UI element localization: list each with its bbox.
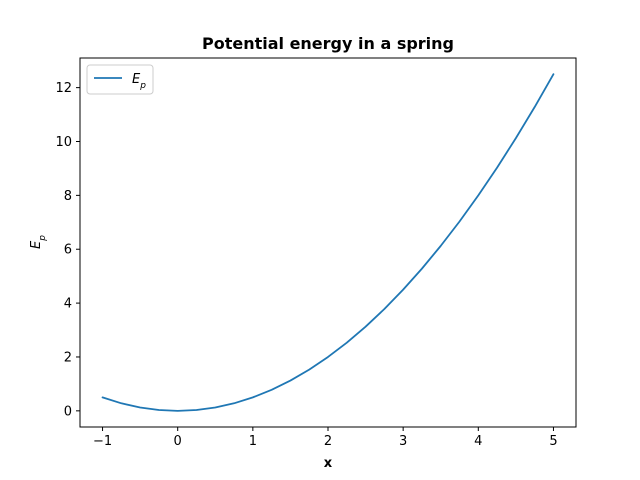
x-tick-label: 4 [474,434,482,449]
x-tick-label: 1 [249,434,257,449]
series-layer [101,73,555,412]
plot-area [79,57,577,428]
legend-box [86,64,154,95]
x-tick-label: −1 [93,434,112,449]
y-tick-label: 10 [55,135,72,150]
x-axis: −1 0 1 2 3 4 5 [93,427,558,449]
x-axis-label: x [324,456,333,471]
legend-entry-ep: Ep [132,72,146,91]
chart-title: Potential energy in a spring [202,34,454,53]
y-axis: 0 2 4 6 8 10 12 [55,81,80,419]
series-line-ep [101,73,555,412]
y-tick-label: 4 [64,297,72,312]
x-tick-label: 3 [399,434,407,449]
y-tick-label: 8 [64,189,72,204]
x-tick-label: 0 [174,434,182,449]
x-tick-label: 5 [549,434,557,449]
axes-background [80,58,576,427]
legend: Ep [86,64,154,95]
y-axis-label: Ep [29,235,48,249]
y-tick-label: 12 [55,81,72,96]
y-tick-label: 2 [64,350,72,365]
y-tick-label: 6 [64,243,72,258]
x-tick-label: 2 [324,434,332,449]
y-tick-label: 0 [64,404,72,419]
